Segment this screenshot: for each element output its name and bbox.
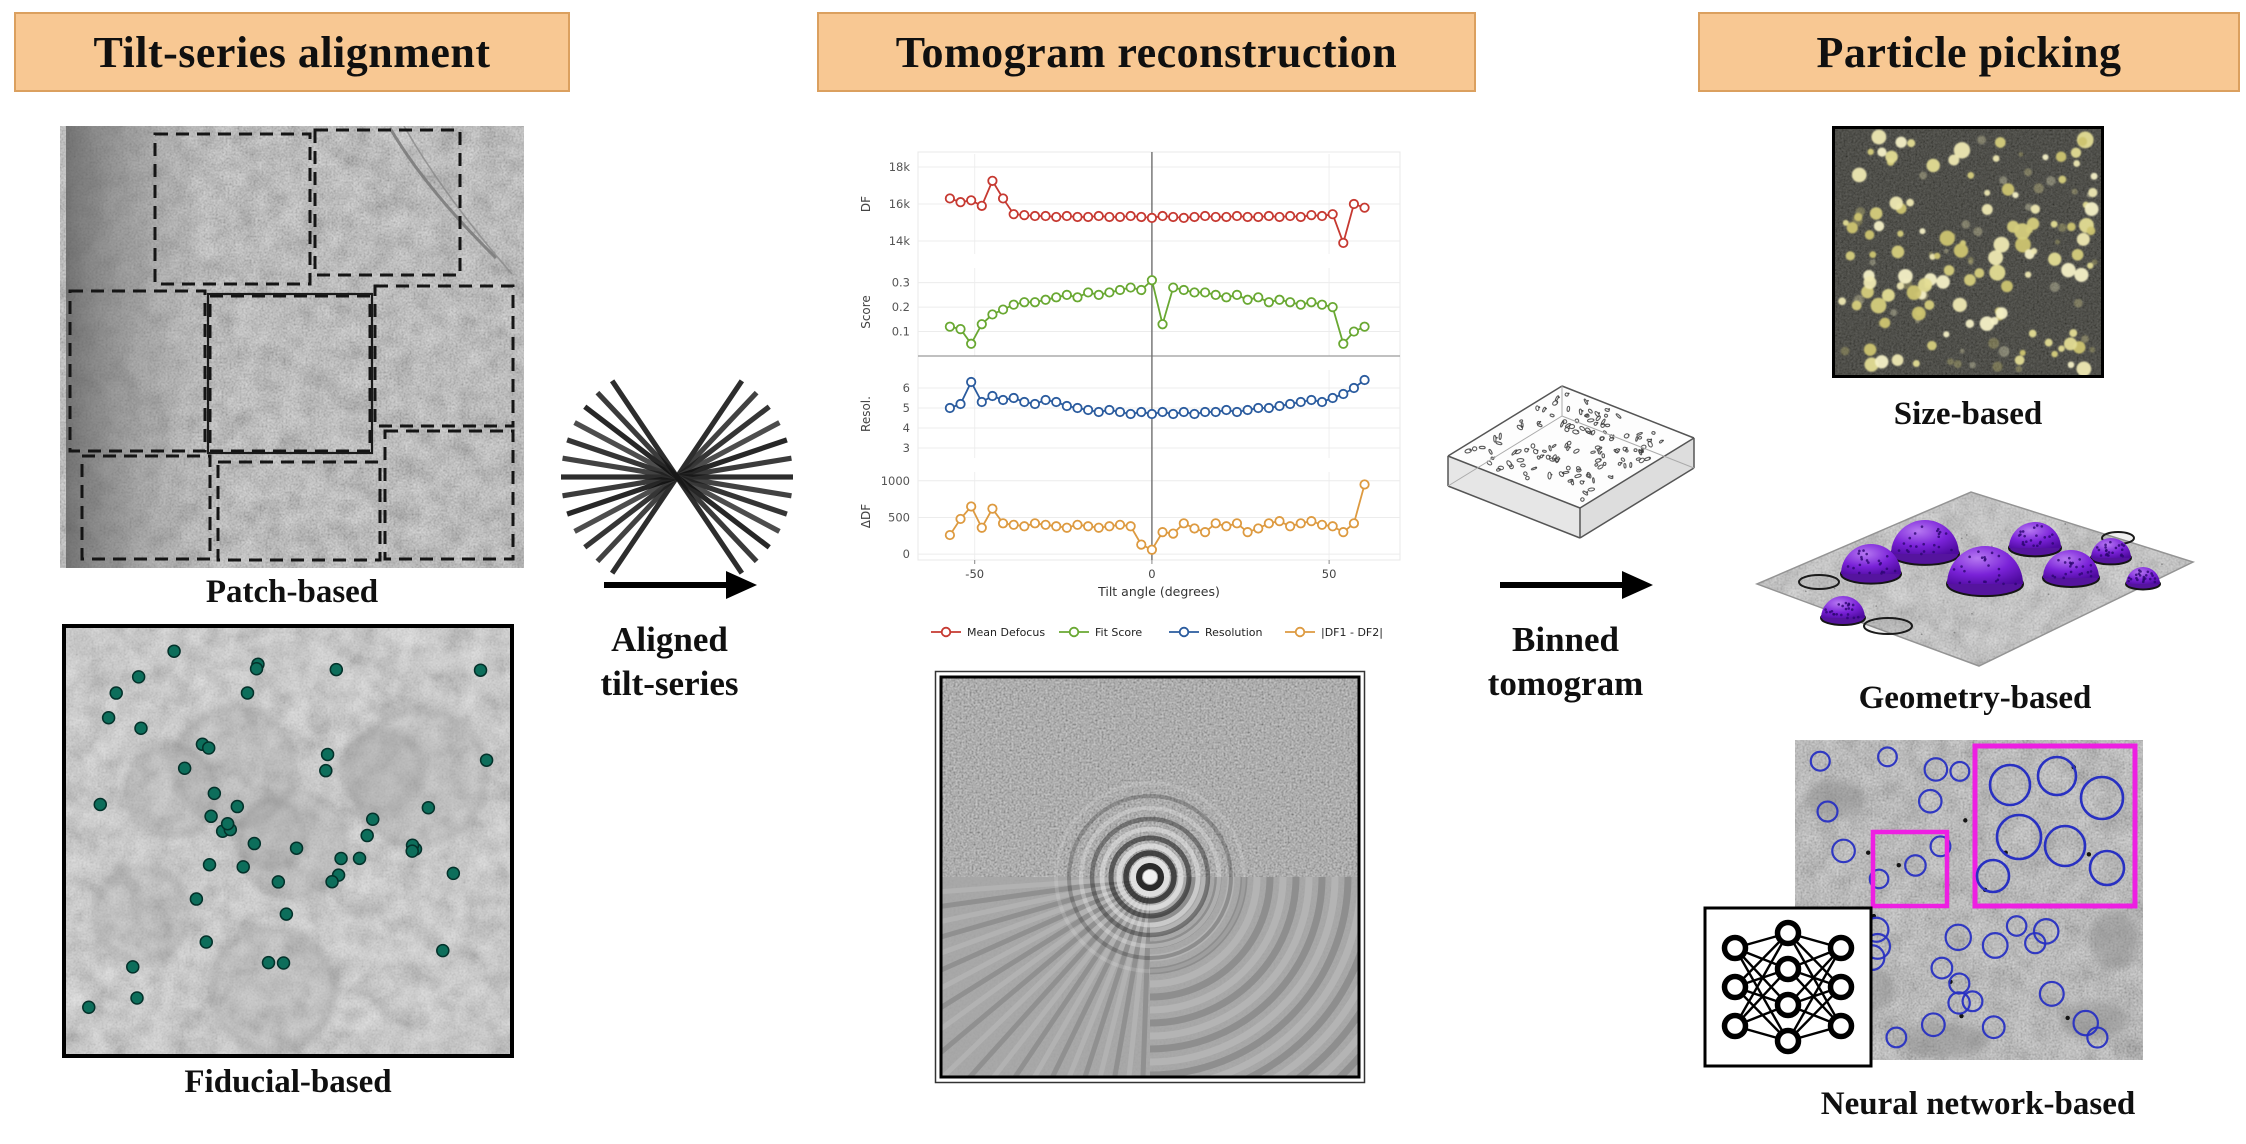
svg-text:6: 6 [903, 381, 910, 395]
right-arrow-icon [604, 571, 757, 599]
header-tilt-series-alignment: Tilt-series alignment [14, 12, 570, 92]
svg-text:Resol.: Resol. [859, 396, 873, 432]
label-binned-line2: tomogram [1487, 663, 1644, 703]
patch-based-micrograph [60, 126, 524, 568]
svg-text:16k: 16k [889, 197, 911, 211]
label-fiducial-based: Fiducial-based [184, 1064, 392, 1100]
ctf-fit-chart: 14k16k18kDF0.10.20.3Score3456Resol.05001… [859, 151, 1401, 639]
svg-text:0.3: 0.3 [892, 276, 910, 290]
label-size-based: Size-based [1893, 396, 2043, 432]
neural-network-diagram [1703, 906, 1873, 1068]
label-binned-line1: Binned [1512, 620, 1619, 659]
svg-text:4: 4 [903, 421, 910, 435]
svg-text:500: 500 [888, 510, 910, 524]
svg-text:-50: -50 [965, 567, 984, 581]
fiducial-based-micrograph [62, 624, 514, 1058]
svg-text:Score: Score [859, 295, 873, 329]
svg-text:ΔDF: ΔDF [859, 504, 873, 528]
svg-text:Tilt angle (degrees): Tilt angle (degrees) [1097, 584, 1220, 599]
aligned-tilt-series-icon [561, 379, 793, 575]
svg-text:Mean Defocus: Mean Defocus [967, 626, 1045, 639]
label-neural-network-based: Neural network-based [1820, 1086, 2136, 1122]
svg-text:DF: DF [859, 196, 873, 212]
svg-text:0: 0 [903, 547, 910, 561]
right-arrow-icon [1500, 571, 1653, 599]
svg-text:|DF1 - DF2|: |DF1 - DF2| [1321, 626, 1383, 639]
label-patch-based: Patch-based [205, 574, 379, 610]
label-aligned-line1: Aligned [611, 620, 728, 659]
svg-text:50: 50 [1322, 567, 1337, 581]
header-particle-picking: Particle picking [1698, 12, 2240, 92]
svg-text:Fit Score: Fit Score [1095, 626, 1142, 639]
svg-text:0: 0 [1148, 567, 1155, 581]
svg-text:18k: 18k [889, 160, 911, 174]
ctf-power-spectrum-image [934, 670, 1366, 1084]
label-binned-tomogram: Binned tomogram [1448, 618, 1683, 706]
svg-text:0.2: 0.2 [892, 300, 910, 314]
neural-network-picking-block [1703, 740, 2148, 1072]
svg-text:3: 3 [903, 441, 910, 455]
svg-text:14k: 14k [889, 234, 911, 248]
label-aligned-line2: tilt-series [600, 663, 739, 703]
geometry-based-picking-image [1754, 491, 2196, 667]
svg-text:5: 5 [903, 401, 910, 415]
svg-text:1000: 1000 [881, 474, 910, 488]
binned-tomogram-icon [1447, 385, 1695, 539]
size-based-picking-image [1832, 126, 2104, 378]
label-geometry-based: Geometry-based [1858, 680, 2092, 716]
header-tomogram-reconstruction: Tomogram reconstruction [817, 12, 1476, 92]
label-aligned-tilt-series: Aligned tilt-series [552, 618, 787, 706]
svg-text:Resolution: Resolution [1205, 626, 1263, 639]
svg-text:0.1: 0.1 [892, 325, 910, 339]
